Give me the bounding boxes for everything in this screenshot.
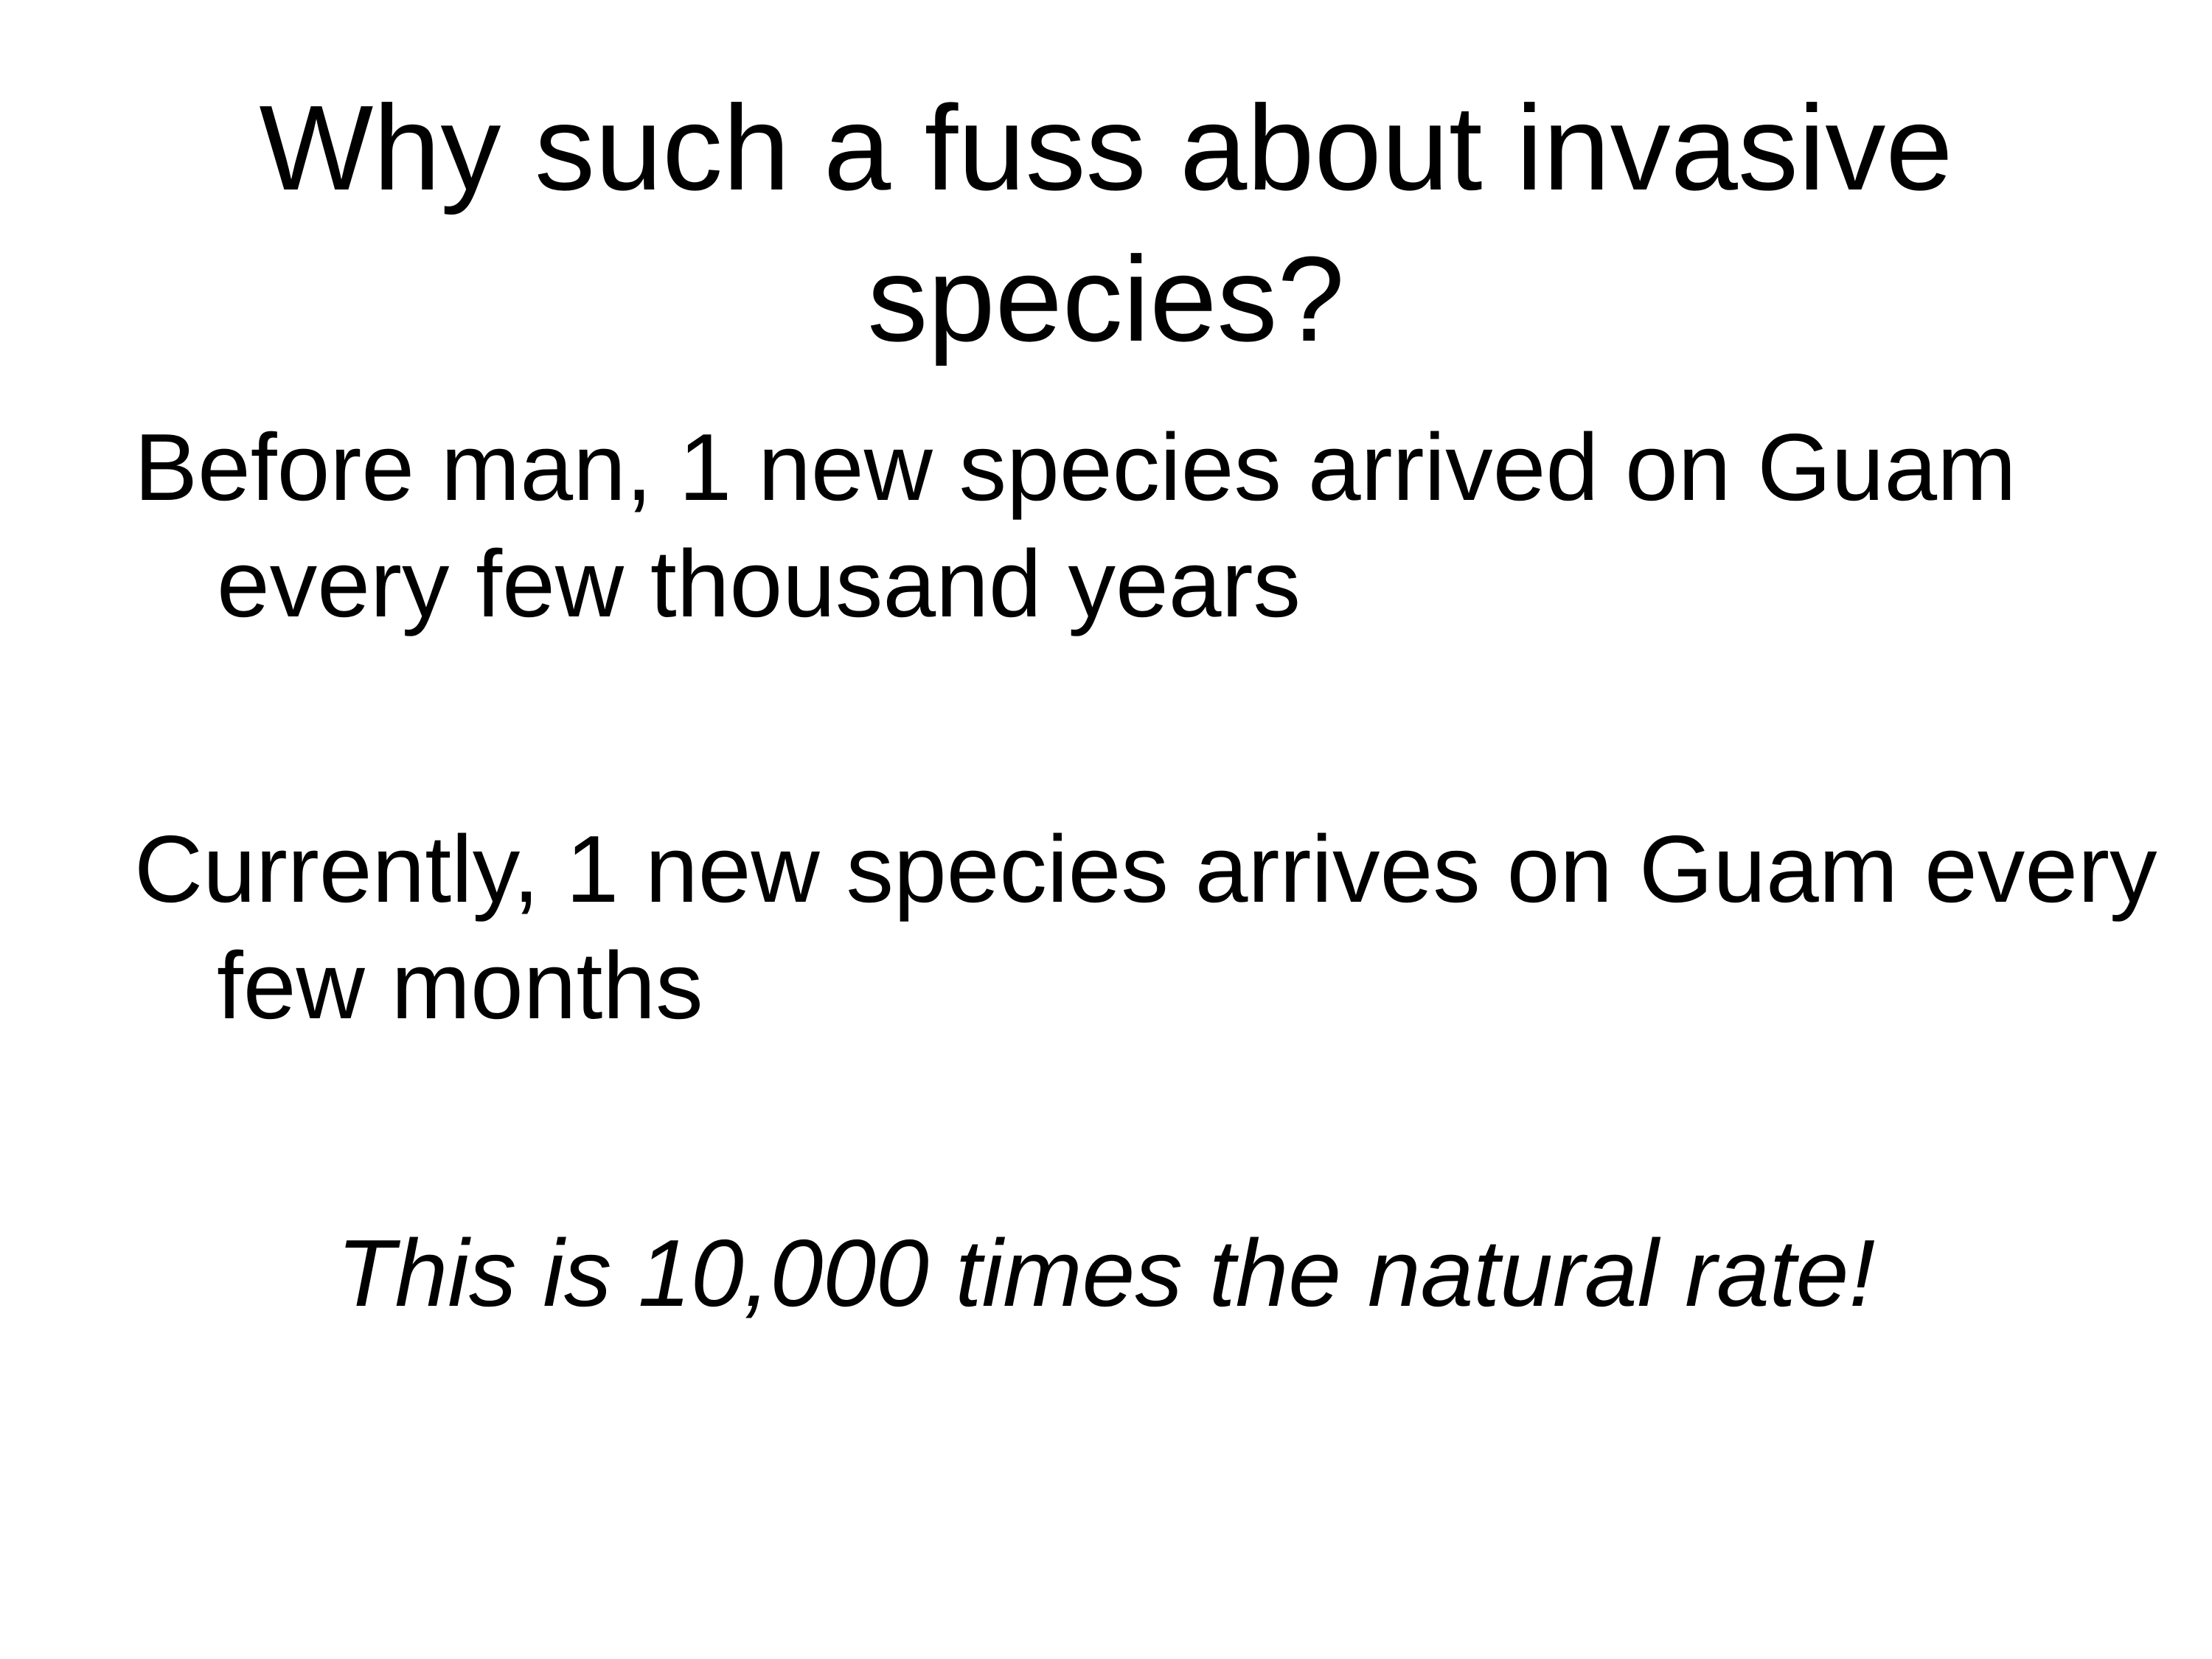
slide-title-line-2: species?	[867, 232, 1345, 366]
slide-title: Why such a fuss about invasive species?	[111, 72, 2101, 375]
paragraph-before-man: Before man, 1 new species arrived on Gua…	[134, 414, 2017, 637]
slide-title-line-1: Why such a fuss about invasive	[259, 80, 1953, 215]
paragraph-currently: Currently, 1 new species arrives on Guam…	[134, 816, 2157, 1039]
emphasis-statement: This is 10,000 times the natural rate!	[336, 1220, 1876, 1326]
